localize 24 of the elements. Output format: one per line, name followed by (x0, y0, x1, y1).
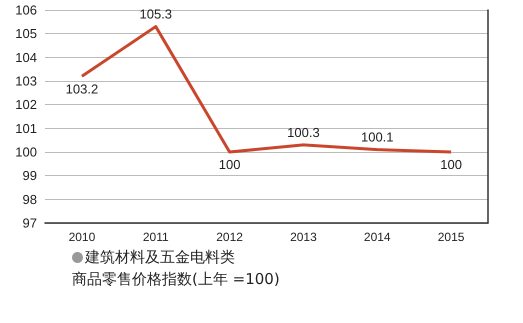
data-label: 100.3 (287, 124, 320, 140)
data-label: 103.2 (66, 81, 98, 96)
y-tick-label: 98 (22, 192, 37, 207)
text: 建筑材料及五金电料类 (85, 248, 235, 266)
x-tick-label: 2014 (364, 230, 391, 244)
x-tick-label: 2011 (142, 230, 169, 244)
y-tick-label: 103 (15, 74, 37, 88)
y-tick-label: 97 (22, 216, 37, 230)
data-label: 100.1 (360, 130, 394, 145)
y-tick-label: 100 (15, 144, 37, 160)
x-tick-label: 2012 (216, 230, 244, 244)
x-tick-label: 2010 (68, 230, 96, 244)
y-tick-label: 106 (15, 2, 37, 18)
data-label: 100 (440, 157, 462, 172)
y-tick-label: 101 (15, 120, 37, 136)
data-label: 105.3 (139, 6, 172, 22)
data-label: 100 (218, 157, 240, 172)
y-tick-label: 99 (22, 168, 37, 184)
x-tick-label: 2013 (290, 230, 318, 244)
y-tick-label: 105 (15, 26, 37, 42)
y-tick-label: 102 (15, 97, 37, 112)
x-tick-label: 2015 (438, 230, 465, 244)
text: 商品零售价格指数(上年 =100) (72, 270, 280, 288)
y-tick-label: 104 (15, 50, 37, 65)
